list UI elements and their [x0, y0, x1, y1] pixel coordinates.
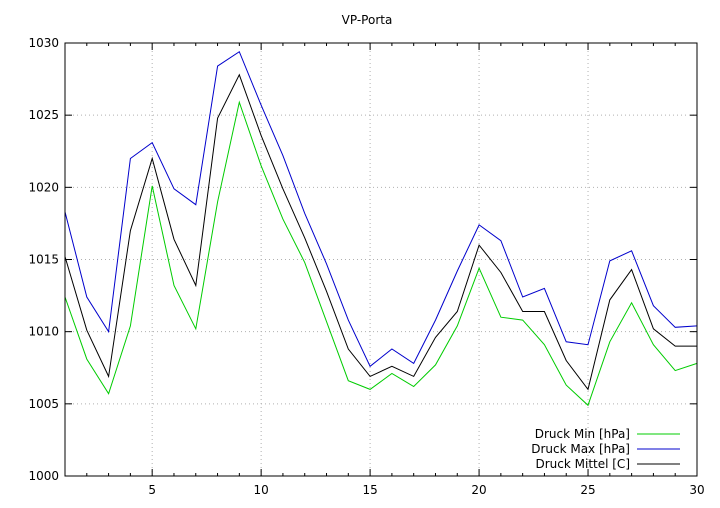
series-lines — [64, 50, 698, 407]
grid-lines — [65, 43, 697, 476]
y-tick-label: 1020 — [28, 180, 59, 194]
legend-label: Druck Max [hPa] — [531, 442, 630, 456]
series-line-2 — [64, 50, 698, 368]
x-tick-label: 20 — [471, 483, 486, 497]
y-tick-label: 1025 — [28, 108, 59, 122]
legend: Druck Min [hPa]Druck Max [hPa]Druck Mitt… — [531, 427, 680, 471]
y-tick-label: 1030 — [28, 36, 59, 50]
x-tick-label: 30 — [689, 483, 704, 497]
series-line-1 — [64, 100, 698, 407]
y-tick-label: 1010 — [28, 325, 59, 339]
chart-title: VP-Porta — [342, 13, 393, 27]
y-tick-label: 1015 — [28, 253, 59, 267]
y-tick-label: 1000 — [28, 469, 59, 483]
x-tick-label: 5 — [148, 483, 156, 497]
y-tick-label: 1005 — [28, 397, 59, 411]
legend-label: Druck Min [hPa] — [535, 427, 630, 441]
x-tick-label: 10 — [253, 483, 268, 497]
x-tick-label: 15 — [362, 483, 377, 497]
x-tick-label: 25 — [580, 483, 595, 497]
series-line-3 — [64, 73, 697, 391]
legend-label: Druck Mittel [C] — [535, 457, 630, 471]
